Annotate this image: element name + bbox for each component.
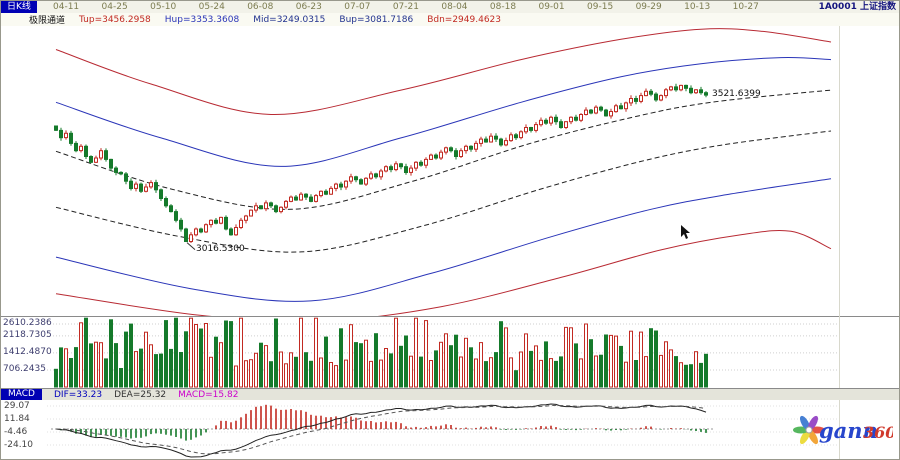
macd-axis-label: -4.46 (4, 427, 28, 437)
volume-axis-label: 2610.2386 (3, 317, 52, 328)
date-label: 09-01 (538, 2, 565, 12)
macd-axis-label: 11.84 (4, 414, 30, 424)
low-price-annotation: 3016.5300 (196, 244, 245, 254)
date-label: 07-21 (392, 2, 419, 12)
indicator-values: Tup=3456.2958 Hup=3353.3608 Mid=3249.0315 B… (79, 15, 501, 25)
logo-brand-text: gann (819, 418, 878, 443)
symbol-title: 1A0001 上证指数 (819, 2, 896, 12)
macd-readout: DEA=25.32 (114, 389, 167, 400)
macd-indicator-badge[interactable]: MACD (1, 389, 42, 400)
macd-readout: DIF=33.23 (53, 389, 103, 400)
indicator-name: 极限通道 (29, 16, 66, 26)
date-label: 06-23 (295, 2, 322, 12)
date-label: 05-10 (150, 2, 177, 12)
symbol-code: 1A0001 (818, 2, 857, 12)
date-label: 07-07 (344, 2, 371, 12)
volume-axis-label: 706.2435 (3, 363, 46, 374)
pinwheel-icon (793, 415, 825, 445)
period-mode-badge[interactable]: 日K线 (1, 1, 37, 13)
date-label: 08-18 (489, 2, 517, 12)
logo-suffix-text: 360 (863, 423, 893, 442)
date-label: 09-15 (587, 2, 614, 12)
date-label: 10-13 (684, 2, 711, 12)
macd-readouts: DIF=33.23 DEA=25.32 MACD=15.82 (54, 390, 238, 400)
macd-readout: MACD=15.82 (178, 389, 239, 400)
macd-strip: MACD DIF=33.23 DEA=25.32 MACD=15.82 (1, 388, 899, 400)
macd-axis-label: 29.07 (4, 401, 30, 411)
header-bar: 日K线 (1, 1, 899, 13)
indicator-header: 极限通道 Tup=3456.2958 Hup=3353.3608 Mid=3249.… (1, 13, 899, 26)
volume-axis-label: 1412.4870 (3, 346, 52, 357)
channel-value: Hup=3353.3608 (164, 14, 240, 25)
date-label: 06-08 (247, 2, 274, 12)
date-label: 04-11 (53, 2, 80, 12)
channel-value: Mid=3249.0315 (253, 14, 326, 25)
date-label: 04-25 (101, 2, 128, 12)
mouse-cursor (681, 225, 690, 239)
channel-value: Bdn=2949.4623 (427, 14, 502, 25)
volume-axis-label: 2118.7305 (3, 329, 52, 340)
last-price-label: 3521.6399 (712, 89, 761, 99)
date-label: 10-27 (732, 2, 759, 12)
gann360-logo: gann 360 (793, 400, 896, 455)
date-label: 05-24 (198, 2, 225, 12)
channel-value: Tup=3456.2958 (79, 14, 151, 25)
date-label: 09-29 (635, 2, 662, 12)
symbol-name: 上证指数 (859, 2, 896, 12)
date-axis: 04-11 04-25 05-10 05-24 06-08 06-23 07-07 07-21… (53, 2, 759, 12)
date-label: 08-04 (441, 2, 468, 12)
macd-axis-label: -24.10 (4, 440, 34, 450)
channel-value: Bup=3081.7186 (339, 14, 414, 25)
